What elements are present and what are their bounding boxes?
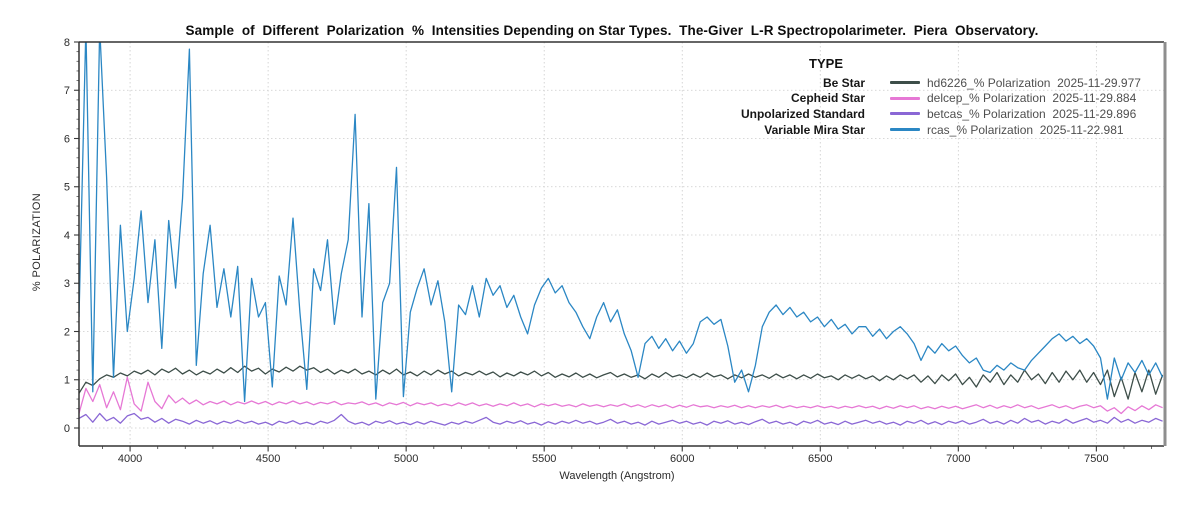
x-axis-label: Wavelength (Angstrom)	[559, 470, 675, 482]
y-tick-label: 8	[64, 37, 70, 49]
legend: TYPE Be Star hd6226_% Polarization 2025-1…	[688, 56, 1141, 137]
y-tick-label: 5	[64, 182, 70, 194]
legend-line-swatch	[890, 81, 920, 85]
y-tick-label: 2	[64, 326, 70, 338]
x-tick-label: 4500	[256, 453, 280, 465]
x-tick-label: 6000	[670, 453, 694, 465]
series-line-hd6226	[79, 365, 1164, 400]
legend-star-type: Be Star	[822, 75, 865, 90]
y-tick-label: 3	[64, 278, 70, 290]
y-tick-label: 0	[64, 423, 70, 435]
legend-star-type: Unpolarized Standard	[740, 106, 865, 121]
y-axis-label: % POLARIZATION	[31, 192, 43, 292]
x-tick-label: 5500	[532, 453, 556, 465]
legend-item: Be Star hd6226_% Polarization 2025-11-29.…	[688, 75, 1141, 91]
legend-item: Variable Mira Star rcas_% Polarization 20…	[688, 122, 1141, 138]
legend-item: Unpolarized Standard betcas_% Polarizatio…	[688, 106, 1141, 122]
y-tick-label: 6	[64, 133, 70, 145]
x-tick-label: 5000	[394, 453, 418, 465]
legend-line-swatch	[890, 96, 920, 100]
y-tick-label: 7	[64, 85, 70, 97]
legend-line-swatch	[890, 128, 920, 132]
legend-line-swatch	[890, 112, 920, 116]
legend-star-type: Cepheid Star	[790, 91, 865, 106]
x-tick-label: 7500	[1084, 453, 1108, 465]
legend-title: TYPE	[809, 56, 843, 71]
x-tick-label: 6500	[808, 453, 832, 465]
legend-series-label: hd6226_% Polarization 2025-11-29.977	[927, 75, 1141, 90]
legend-star-type: Variable Mira Star	[764, 122, 865, 137]
legend-rows: Be Star hd6226_% Polarization 2025-11-29.…	[688, 75, 1141, 137]
legend-series-label: betcas_% Polarization 2025-11-29.896	[927, 106, 1137, 121]
chart-title: Sample of Different Polarization % Inten…	[185, 23, 1039, 38]
legend-series-label: delcep_% Polarization 2025-11-29.884	[927, 91, 1137, 106]
series-line-delcep	[79, 376, 1163, 415]
x-tick-label: 4000	[118, 453, 142, 465]
y-tick-label: 1	[64, 375, 70, 387]
series-line-betcas	[79, 412, 1163, 426]
x-tick-label: 7000	[946, 453, 970, 465]
y-tick-label: 4	[64, 230, 70, 242]
legend-item: Cepheid Star delcep_% Polarization 2025-1…	[688, 91, 1141, 107]
legend-series-label: rcas_% Polarization 2025-11-22.981	[927, 122, 1124, 137]
series-line-rcas	[79, 42, 1164, 403]
